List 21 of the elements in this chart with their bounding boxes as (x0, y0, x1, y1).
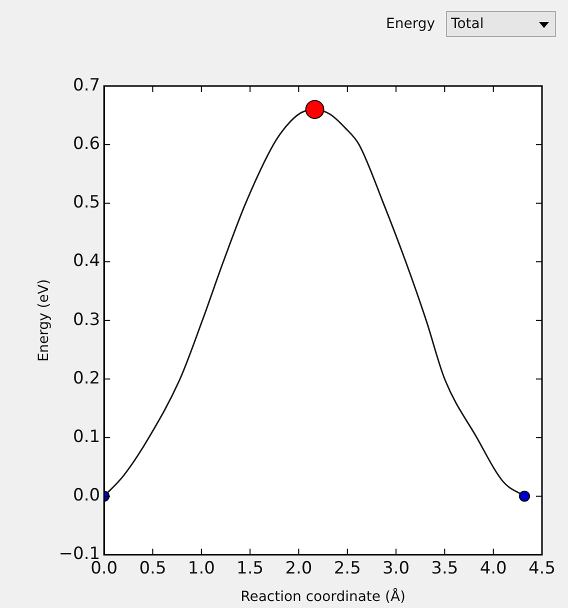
y-tick-label: 0.1 (73, 427, 100, 448)
y-axis-title: Energy (eV) (36, 279, 52, 362)
x-tick-label: 1.0 (188, 558, 215, 578)
x-tick-label: 1.5 (236, 558, 264, 578)
x-tick-label: 2.5 (334, 558, 361, 578)
x-tick-label: 0.5 (139, 558, 166, 578)
text: Total (451, 16, 484, 32)
x-tick-label: 3.5 (431, 558, 458, 578)
y-tick-label: 0.2 (73, 368, 100, 388)
x-tick-label: 2.0 (285, 558, 312, 578)
x-axis-title: Reaction coordinate (Å) (240, 588, 406, 606)
text: Energy (386, 16, 436, 32)
x-tick-label: 3.0 (382, 558, 410, 578)
x-tick-label: 4.0 (480, 558, 507, 578)
y-tick-label: 0.0 (73, 486, 100, 506)
y-tick-label: 0.5 (73, 192, 100, 213)
y-tick-label: 0.4 (73, 251, 100, 272)
y-tick-label: 0.7 (73, 75, 100, 96)
y-tick-label: 0.3 (73, 310, 100, 330)
y-tick-label: 0.6 (73, 134, 100, 154)
x-tick-label: 4.5 (528, 558, 556, 578)
